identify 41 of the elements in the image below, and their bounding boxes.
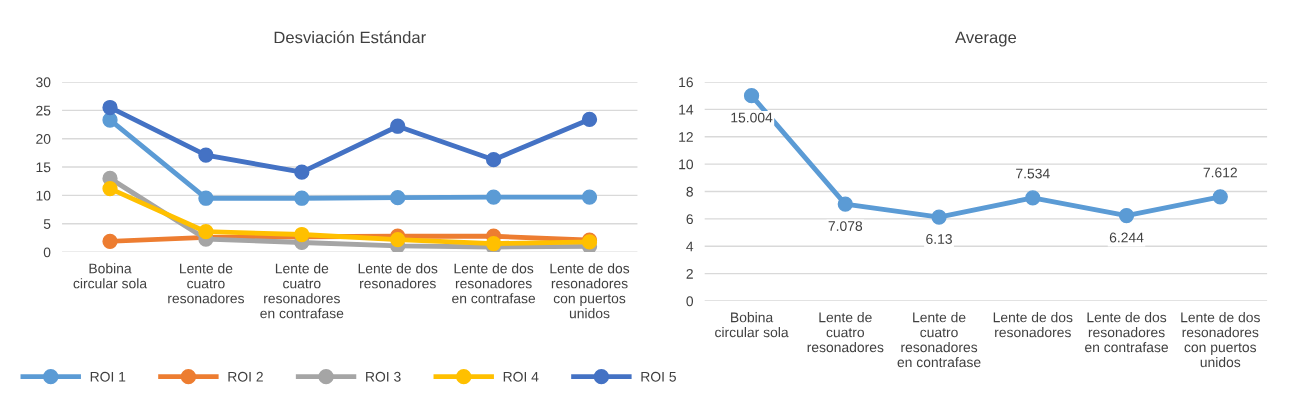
y-tick-label: 25 <box>36 105 51 116</box>
x-tick-label: Lente de cuatro resonadores en contrafase <box>260 263 344 319</box>
y-tick-label: 16 <box>679 77 693 88</box>
legend-label: ROI 3 <box>366 371 401 382</box>
x-tick-label: Lente de dos resonadores con puertos unidos <box>1181 312 1260 368</box>
x-tick-label: Bobina circular sola <box>73 263 148 289</box>
y-tick-label: 10 <box>36 190 51 201</box>
x-tick-label: Lente de dos resonadores <box>993 312 1073 338</box>
chart-title: Desviación Estándar <box>274 30 426 44</box>
x-tick-label: Lente de cuatro resonadores en contrafase <box>897 312 981 368</box>
y-tick-label: 2 <box>686 268 693 279</box>
y-tick-label: 30 <box>36 77 51 88</box>
x-tick-label: Lente de dos resonadores en contrafase <box>452 263 536 304</box>
y-tick-label: 12 <box>679 132 693 142</box>
data-label: 7.078 <box>828 221 863 231</box>
legend-label: ROI 1 <box>90 371 126 382</box>
data-label: 15.004 <box>731 112 773 123</box>
legend-label: ROI 4 <box>503 371 539 382</box>
x-tick-label: Lente de cuatro resonadores <box>168 263 245 304</box>
y-tick-label: 8 <box>686 186 693 197</box>
y-tick-label: 20 <box>36 134 51 144</box>
x-tick-label: Bobina circular sola <box>715 312 789 338</box>
y-tick-label: 0 <box>43 247 51 258</box>
legend-label: ROI 2 <box>228 371 263 382</box>
x-tick-label: Lente de dos resonadores en contrafase <box>1085 312 1168 353</box>
x-tick-label: Lente de cuatro resonadores <box>807 312 884 353</box>
y-tick-label: 14 <box>679 104 694 115</box>
data-label: 6.244 <box>1109 232 1144 243</box>
x-tick-label: Lente de dos resonadores con puertos unidos <box>550 263 630 319</box>
y-tick-label: 4 <box>686 241 694 252</box>
y-tick-label: 5 <box>43 219 51 229</box>
data-label: 7.534 <box>1016 168 1050 179</box>
data-label: 6.13 <box>926 234 952 244</box>
y-tick-label: 6 <box>686 214 693 225</box>
y-tick-label: 0 <box>686 296 694 307</box>
y-tick-label: 15 <box>36 162 51 173</box>
legend-label: ROI 5 <box>641 371 676 382</box>
x-tick-label: Lente de dos resonadores <box>358 263 438 289</box>
chart-title: Average <box>955 31 1017 47</box>
y-tick-label: 10 <box>679 159 694 170</box>
data-label: 7.612 <box>1203 167 1237 178</box>
